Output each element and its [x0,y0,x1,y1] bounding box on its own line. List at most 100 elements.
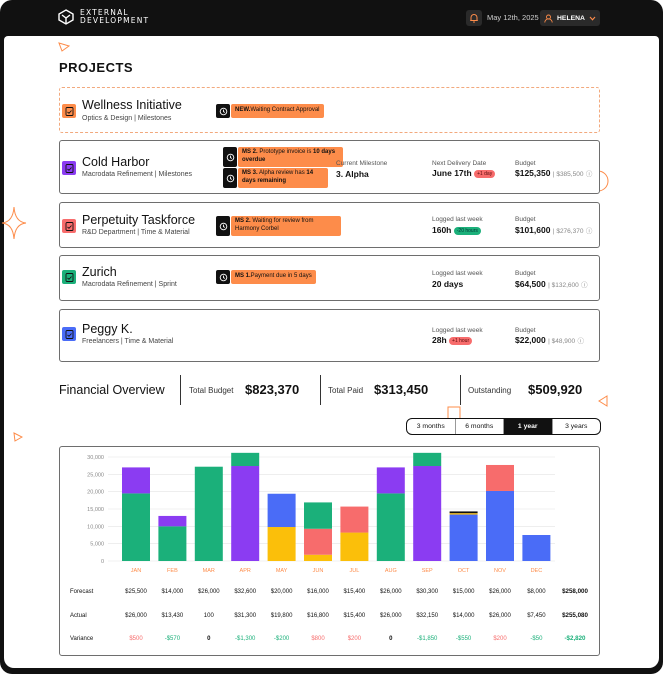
info-icon[interactable]: ⓘ [581,282,588,289]
budget-total: | $276,370 [552,228,584,235]
bar-segment [413,466,442,561]
logo-line-1: EXTERNAL [80,8,129,17]
row-total: $258,000 [562,588,588,595]
alert-icon-box [216,104,230,118]
row-label: Variance [70,636,94,642]
x-tick-label: AUG [385,568,397,574]
project-title: Cold Harbor [82,155,150,169]
tab-6-months[interactable]: 6 months [456,419,504,434]
history-icon [219,107,227,115]
project-alert-1[interactable]: MS 2. Prototype invoice is 10 days overd… [223,147,343,167]
cell-value: $26,000 [125,613,147,619]
document-check-icon [65,329,73,339]
budget-label: Budget [515,160,536,167]
project-title: Perpetuity Taskforce [82,213,196,227]
x-tick-label: JUN [313,568,324,574]
project-card-zurich[interactable]: Zurich Macrodata Refinement | Sprint MS … [59,255,600,301]
bar-segment [449,511,478,514]
tab-3-months[interactable]: 3 months [407,419,456,434]
budget-value: $101,600 | $276,370 ⓘ [515,225,592,235]
cell-value: $26,000 [198,589,220,595]
alert-text: Waiting Contract Approval [250,107,320,114]
cell-value: -$550 [456,636,472,642]
bar-segment [304,554,332,561]
x-tick-label: OCT [458,568,470,574]
project-icon [62,219,76,233]
history-icon [219,222,227,230]
notifications-button[interactable] [466,10,482,26]
cell-value: $25,500 [125,589,147,595]
budget-total: | $132,600 [548,282,579,289]
cell-value: $30,300 [416,589,438,595]
bar-segment [376,467,405,494]
info-icon[interactable]: ⓘ [577,338,584,345]
logged-value: 160h -20 hours [432,225,481,235]
cell-value: $14,000 [453,613,475,619]
outstanding-value: $509,920 [528,382,583,397]
y-tick-label: 5,000 [90,542,104,548]
user-menu-button[interactable]: HELENA [540,10,600,26]
bar-segment [231,466,260,561]
alert-text: Waiting for review from Harmony Corbel [235,218,314,232]
divider [180,375,181,405]
cell-value: $13,430 [162,613,184,619]
tab-3-years[interactable]: 3 years [565,423,588,430]
y-tick-label: 15,000 [87,507,104,513]
cell-value: $15,400 [344,589,366,595]
document-check-icon [65,106,73,116]
top-bar: EXTERNAL DEVELOPMENT May 12th, 2025 HELE… [0,0,663,36]
cell-value: 0 [207,636,211,642]
project-alert[interactable]: NEW. Waiting Contract Approval [216,104,324,118]
alert-tag: NEW. [235,107,251,114]
delivery-label: Next Delivery Date [432,160,487,167]
project-title: Peggy K. [82,322,133,336]
x-tick-label: NOV [494,568,506,574]
cell-value: $16,000 [307,589,329,595]
budget-value: $64,500 | $132,600 ⓘ [515,279,588,289]
x-tick-label: JUL [350,568,360,574]
logo-line-2: DEVELOPMENT [80,16,150,25]
cell-value: $800 [311,636,325,642]
cell-value: 0 [389,636,393,642]
project-card-perpetuity-taskforce[interactable]: Perpetuity Taskforce R&D Department | Ti… [59,202,600,248]
bar-segment [340,532,369,561]
x-tick-label: APR [240,568,251,574]
cell-value: $200 [493,636,507,642]
y-tick-label: 20,000 [87,490,104,496]
project-card-wellness-initiative[interactable]: Wellness Initiative Optics & Design | Mi… [59,87,600,133]
logo-text: EXTERNAL DEVELOPMENT [80,9,149,25]
project-icon [62,327,76,341]
bar-segment [376,493,405,561]
logo[interactable]: EXTERNAL DEVELOPMENT [58,9,149,25]
budget-label: Budget [515,216,536,223]
alert-tag: MS 3. [242,170,258,176]
logged-label: Logged last week [432,216,483,223]
y-tick-label: 0 [101,559,104,565]
bar-segment [122,467,150,494]
bar-segment [449,514,478,561]
project-subtitle: Macrodata Refinement | Milestones [82,171,192,178]
tab-1-year[interactable]: 1 year [504,419,553,434]
info-icon[interactable]: ⓘ [585,228,593,235]
project-alert[interactable]: MS 1. Payment due in 5 days [216,270,316,284]
x-tick-label: FEB [167,568,178,574]
project-alert-2[interactable]: MS 3. Alpha review has 14 days remaining [223,168,328,188]
project-card-peggy-k[interactable]: Peggy K. Freelancers | Time & Material L… [59,309,600,362]
alert-emphasis: 14 days remaining [242,170,314,184]
info-icon[interactable]: ⓘ [585,171,593,178]
logged-label: Logged last week [432,270,483,277]
budget-spent: $64,500 [515,279,546,289]
total-paid-value: $313,450 [374,382,429,397]
bar-segment [486,464,514,491]
project-subtitle: Freelancers | Time & Material [82,338,174,345]
project-subtitle: R&D Department | Time & Material [82,229,190,236]
history-icon [219,273,227,281]
cell-value: $7,450 [527,613,546,619]
project-alert[interactable]: MS 2. Waiting for review from Harmony Co… [216,216,341,236]
triangle-decoration-icon [598,395,608,407]
project-card-cold-harbor[interactable]: Cold Harbor Macrodata Refinement | Miles… [59,140,600,194]
logo-mark-icon [58,9,74,25]
alert-icon-box [223,147,237,167]
outstanding-label: Outstanding [468,386,512,395]
cell-value: $26,000 [380,589,402,595]
